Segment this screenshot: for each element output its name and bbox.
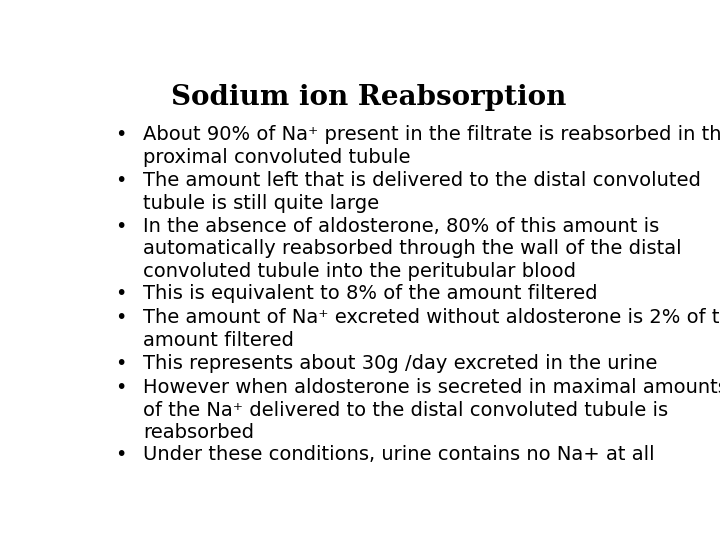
Text: •: • (115, 125, 127, 144)
Text: •: • (115, 171, 127, 190)
Text: •: • (115, 378, 127, 397)
Text: In the absence of aldosterone, 80% of this amount is
automatically reabsorbed th: In the absence of aldosterone, 80% of th… (143, 217, 682, 281)
Text: •: • (115, 217, 127, 235)
Text: The amount of Na⁺ excreted without aldosterone is 2% of the
amount filtered: The amount of Na⁺ excreted without aldos… (143, 308, 720, 350)
Text: This is equivalent to 8% of the amount filtered: This is equivalent to 8% of the amount f… (143, 284, 598, 303)
Text: Sodium ion Reabsorption: Sodium ion Reabsorption (171, 84, 567, 111)
Text: •: • (115, 308, 127, 327)
Text: Under these conditions, urine contains no Na+ at all: Under these conditions, urine contains n… (143, 446, 654, 464)
Text: This represents about 30g /day excreted in the urine: This represents about 30g /day excreted … (143, 354, 657, 373)
Text: About 90% of Na⁺ present in the filtrate is reabsorbed in the
proximal convolute: About 90% of Na⁺ present in the filtrate… (143, 125, 720, 167)
Text: •: • (115, 284, 127, 303)
Text: •: • (115, 354, 127, 373)
Text: •: • (115, 446, 127, 464)
Text: The amount left that is delivered to the distal convoluted
tubule is still quite: The amount left that is delivered to the… (143, 171, 701, 213)
Text: However when aldosterone is secreted in maximal amounts all
of the Na⁺ delivered: However when aldosterone is secreted in … (143, 378, 720, 442)
